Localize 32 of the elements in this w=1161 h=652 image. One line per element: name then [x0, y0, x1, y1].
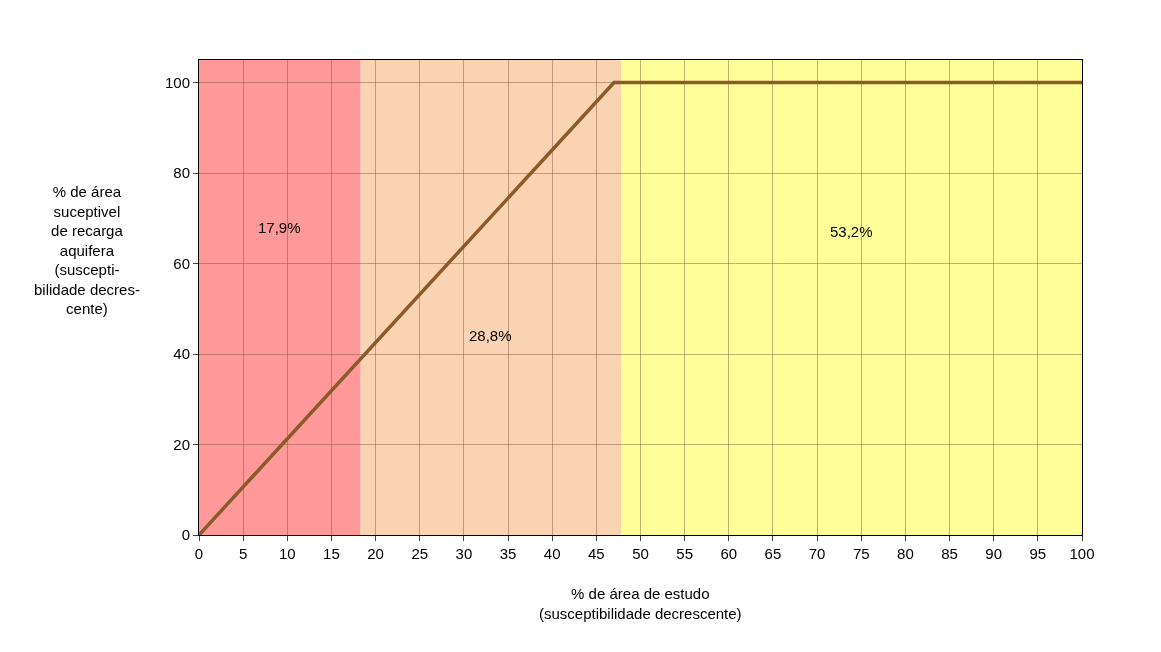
- x-tick-label: 25: [411, 545, 429, 562]
- x-tick-label: 85: [941, 545, 958, 562]
- x-tick-label: 35: [499, 545, 517, 562]
- x-tick-label: 95: [1029, 545, 1047, 562]
- x-tick-label: 70: [808, 545, 826, 562]
- y-tick-label: 100: [164, 73, 190, 91]
- y-tick-label: 20: [173, 435, 190, 453]
- x-tick-label: 75: [852, 545, 870, 562]
- y-tick-label: 80: [173, 164, 190, 182]
- y-tick-label: 40: [173, 345, 190, 363]
- band-label: 17,9%: [258, 219, 301, 236]
- y-axis-title: % de área suceptivel de recarga aquifera (suscepti- bilidade decres- cente): [34, 183, 140, 317]
- y-tick-label: 60: [173, 254, 190, 272]
- x-tick-label: 40: [543, 545, 561, 562]
- x-tick-label: 10: [278, 545, 296, 562]
- x-tick-label: 0: [194, 545, 204, 562]
- x-tick-label: 45: [588, 545, 605, 562]
- x-tick-label: 55: [676, 545, 693, 562]
- x-tick-label: 20: [367, 545, 384, 562]
- x-tick-label: 60: [720, 545, 738, 562]
- x-tick-label: 15: [323, 545, 340, 562]
- band-label: 28,8%: [469, 327, 512, 344]
- x-tick-label: 65: [764, 545, 782, 562]
- band-label: 53,2%: [830, 223, 873, 240]
- x-tick-label: 50: [632, 545, 649, 562]
- x-tick-label: 30: [455, 545, 473, 562]
- y-tick-label: 0: [181, 526, 190, 544]
- x-axis-title: % de área de estudo (susceptibilidade decrescente): [539, 585, 742, 622]
- x-tick-label: 100: [1069, 545, 1095, 562]
- x-tick-label: 5: [238, 545, 248, 562]
- x-tick-label: 90: [985, 545, 1003, 562]
- x-tick-label: 80: [897, 545, 914, 562]
